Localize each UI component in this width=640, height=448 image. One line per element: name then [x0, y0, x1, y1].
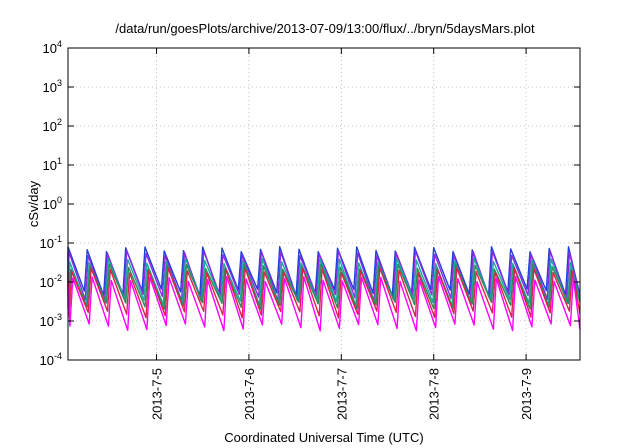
y-tick-label: 10-2 [40, 273, 62, 290]
series-line [67, 267, 581, 319]
y-tick-label: 10-3 [40, 312, 62, 329]
y-tick-label: 10-1 [40, 234, 62, 251]
x-tick-label: 2013-7-8 [427, 368, 442, 420]
series-line [67, 263, 581, 310]
x-tick-label: 2013-7-6 [242, 368, 257, 420]
series-line [67, 250, 581, 302]
chart-title: /data/run/goesPlots/archive/2013-07-09/1… [115, 21, 535, 36]
y-tick-label: 100 [43, 195, 62, 212]
x-tick-label: 2013-7-5 [150, 368, 165, 420]
series-line [67, 275, 581, 332]
x-tick-label: 2013-7-9 [519, 368, 534, 420]
y-tick-label: 102 [43, 117, 62, 134]
y-tick-label: 10-4 [40, 351, 62, 368]
y-tick-label: 103 [43, 78, 62, 95]
y-axis-ticks: 104 103 102 101 100 10-1 10-2 10-3 10-4 [40, 39, 580, 368]
x-axis-ticks: 2013-7-5 2013-7-6 2013-7-7 2013-7-8 2013-7-9 [150, 48, 534, 420]
x-tick-label: 2013-7-7 [334, 368, 349, 420]
y-tick-label: 101 [43, 156, 62, 173]
x-axis-label: Coordinated Universal Time (UTC) [224, 430, 423, 445]
y-tick-label: 104 [43, 39, 62, 56]
series-line [67, 257, 581, 307]
series-line [67, 246, 581, 297]
y-axis-label: cSv/day [26, 180, 41, 227]
series-group [67, 246, 581, 332]
